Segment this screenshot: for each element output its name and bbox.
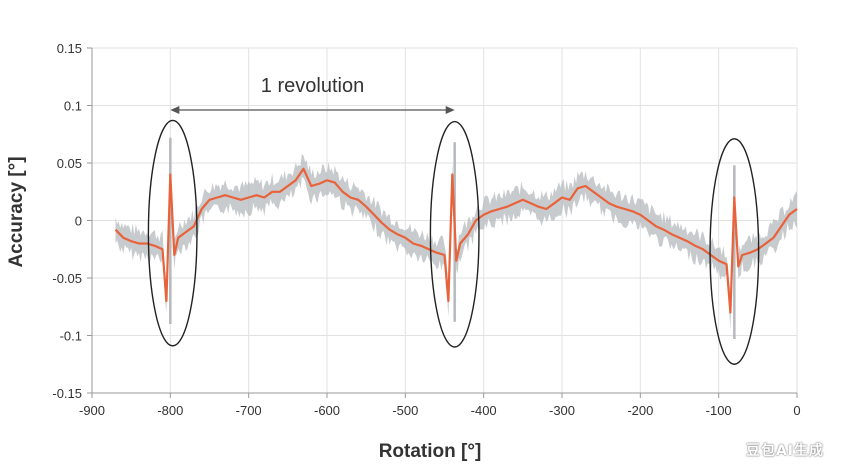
- annotation-label: 1 revolution: [261, 75, 364, 97]
- y-tick-label: 0.05: [57, 156, 82, 171]
- y-tick-label: -0.15: [52, 386, 82, 401]
- x-tick-label: -600: [314, 403, 340, 418]
- highlight-ellipse: [147, 119, 198, 347]
- y-axis-title: Accuracy [°]: [6, 156, 27, 267]
- y-tick-label: -0.05: [52, 271, 82, 286]
- x-tick-label: -800: [157, 403, 183, 418]
- highlight-ellipse: [429, 120, 480, 348]
- y-tick-label: 0.15: [57, 41, 82, 56]
- axes: [87, 47, 798, 398]
- x-tick-label: 0: [793, 403, 800, 418]
- y-tick-label: 0.1: [64, 99, 82, 114]
- y-tick-label: 0: [75, 214, 82, 229]
- x-tick-label: -900: [79, 403, 105, 418]
- mean-line: [114, 167, 798, 314]
- arrow-head-left: [170, 106, 180, 114]
- x-tick-label: -500: [392, 403, 418, 418]
- x-axis-title: Rotation [°]: [379, 441, 482, 462]
- x-tick-label: -700: [236, 403, 262, 418]
- arrow-head-right: [445, 106, 455, 114]
- x-tick-label: -200: [627, 403, 653, 418]
- x-tick-label: -300: [549, 403, 575, 418]
- y-tick-labels: 0.15 0.1 0.05 0 -0.05 -0.1 -0.15: [52, 41, 82, 401]
- x-tick-label: -400: [471, 403, 497, 418]
- watermark: 豆包AI生成: [745, 443, 824, 459]
- y-tick-label: -0.1: [60, 329, 82, 344]
- highlight-ellipses: [147, 119, 760, 365]
- spread-band-area: [115, 153, 797, 331]
- highlight-ellipse: [709, 138, 760, 365]
- series-lines: [114, 167, 798, 314]
- x-tick-labels: -900 -800 -700 -600 -500 -400 -300 -200 -100 0: [79, 403, 801, 418]
- annotation-group: 1 revolution: [170, 75, 455, 114]
- x-tick-label: -100: [706, 403, 732, 418]
